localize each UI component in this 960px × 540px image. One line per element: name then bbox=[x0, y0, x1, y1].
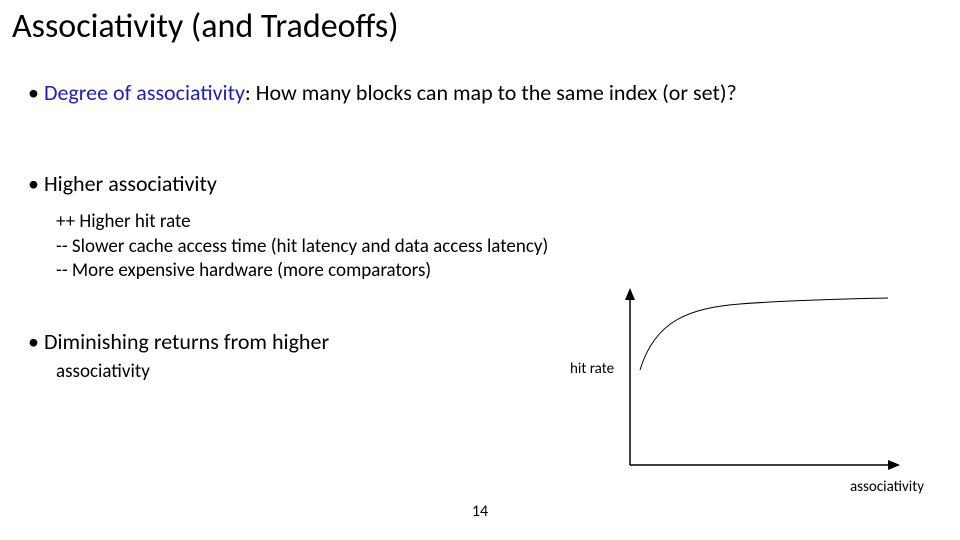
slide: Associativity (and Tradeoffs) • Degree o… bbox=[0, 0, 960, 540]
sub-hit-rate: ++ Higher hit rate bbox=[56, 210, 756, 235]
term-degree-of-associativity: Degree of associativity bbox=[44, 79, 245, 106]
bullet3-continuation: associativity bbox=[56, 360, 150, 383]
chart-y-label: hit rate bbox=[570, 360, 614, 378]
chart-x-arrow bbox=[888, 460, 900, 470]
chart-svg bbox=[620, 290, 900, 490]
bullet-diminishing-returns: • Diminishing returns from higher bbox=[28, 328, 548, 355]
sub-bullets-higher-assoc: ++ Higher hit rate -- Slower cache acces… bbox=[56, 210, 756, 284]
bullet-dot: • bbox=[28, 79, 44, 106]
sub-expensive-hw: -- More expensive hardware (more compara… bbox=[56, 259, 756, 284]
chart-diminishing-returns bbox=[620, 290, 900, 490]
slide-title: Associativity (and Tradeoffs) bbox=[12, 6, 399, 47]
chart-y-arrow bbox=[625, 288, 635, 300]
sub-slower-access: -- Slower cache access time (hit latency… bbox=[56, 235, 756, 260]
page-number: 14 bbox=[0, 502, 960, 521]
bullet-dot: • bbox=[28, 170, 44, 197]
bullet2-text: Higher associativity bbox=[44, 170, 217, 197]
bullet-degree-of-associativity: • Degree of associativity: How many bloc… bbox=[28, 80, 908, 106]
bullet-higher-associativity: • Higher associativity bbox=[28, 170, 908, 197]
bullet1-rest: : How many blocks can map to the same in… bbox=[245, 79, 737, 106]
bullet-dot: • bbox=[28, 328, 44, 355]
chart-curve bbox=[640, 298, 888, 370]
bullet3-text: Diminishing returns from higher bbox=[44, 328, 329, 355]
